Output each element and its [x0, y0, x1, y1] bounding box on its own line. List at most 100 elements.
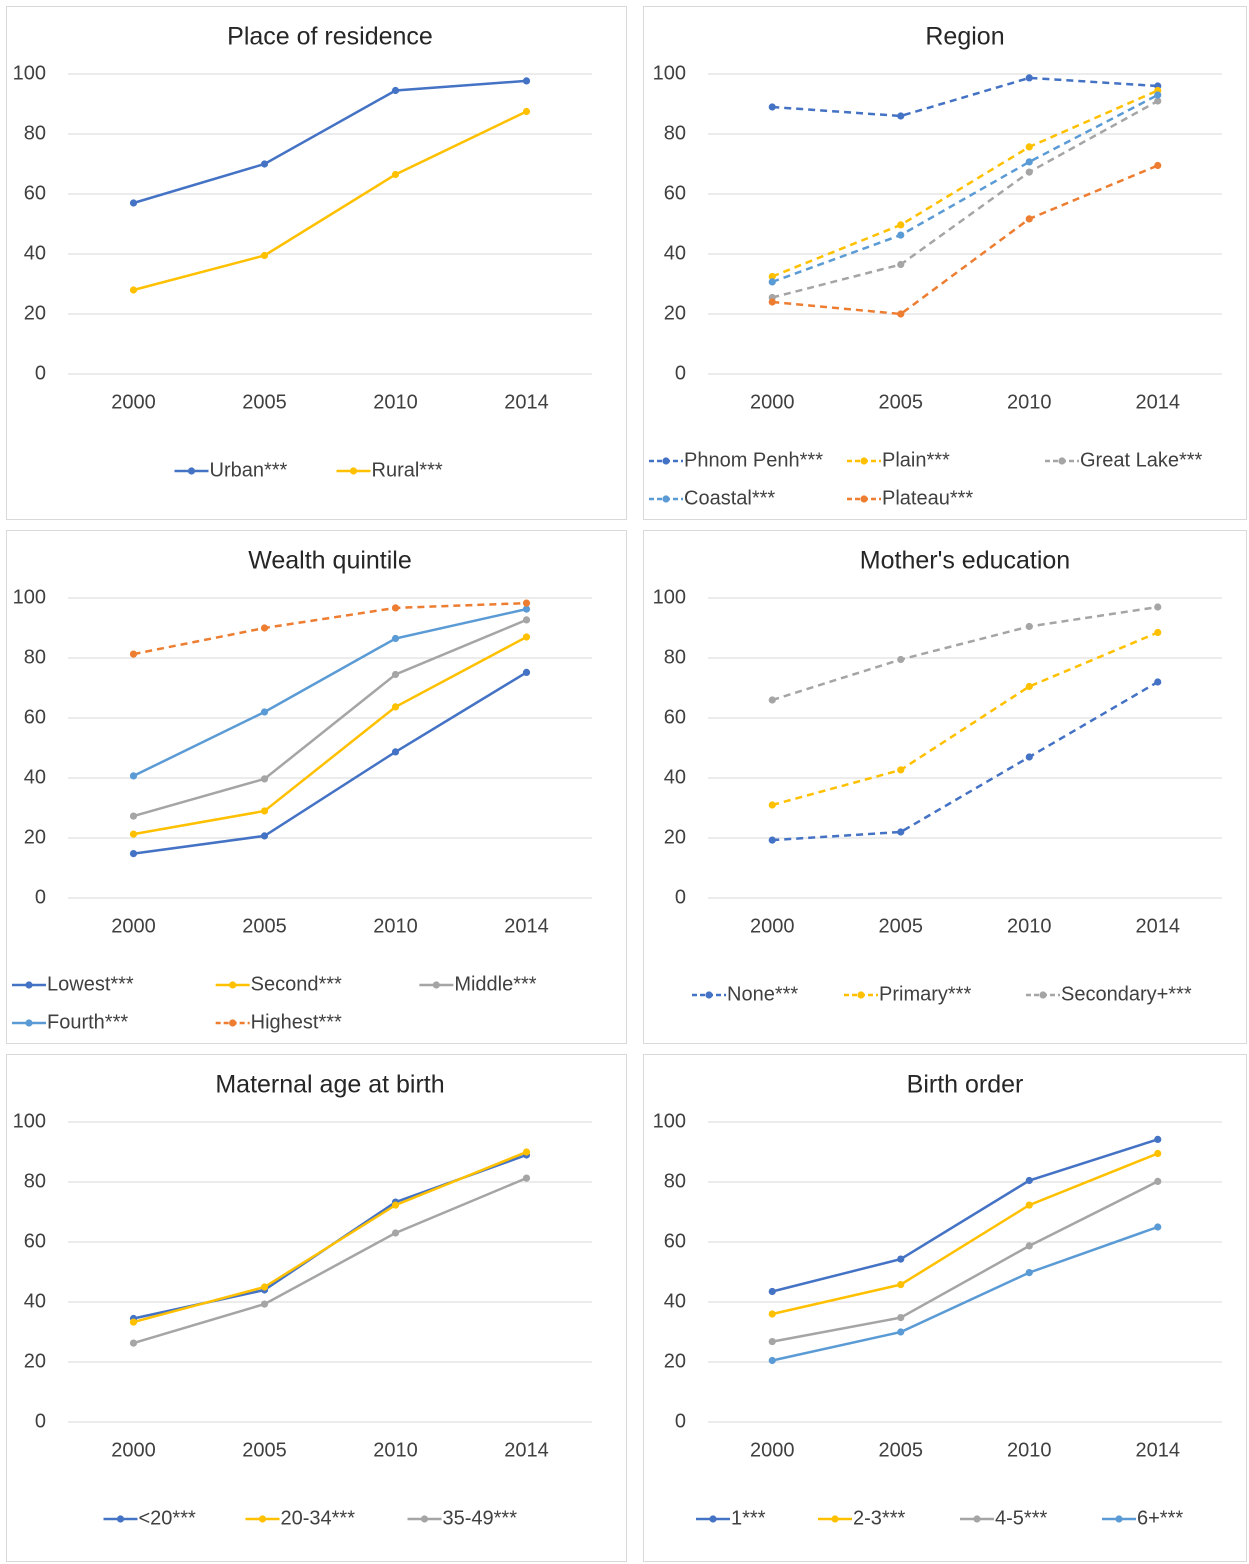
point: [768, 278, 776, 286]
point: [129, 650, 138, 658]
x-tick-label: 2010: [1007, 1439, 1052, 1461]
point: [522, 77, 531, 85]
point: [897, 1255, 905, 1263]
legend-label: Middle***: [454, 973, 536, 995]
point: [1154, 628, 1162, 637]
legend-marker: [1039, 991, 1047, 999]
series-line: [133, 601, 527, 656]
legend-marker: [349, 467, 358, 475]
y-tick-label: 40: [664, 1290, 686, 1312]
panel: [643, 1054, 1247, 1562]
x-tick-label: 2014: [1136, 1439, 1181, 1461]
series-line: [133, 110, 528, 292]
point: [391, 170, 400, 179]
y-tick-label: 40: [24, 766, 46, 788]
y-tick-label: 20: [24, 302, 46, 324]
chart-title: Place of residence: [227, 23, 433, 51]
point: [1025, 1201, 1033, 1209]
point: [260, 1300, 269, 1308]
point: [129, 772, 138, 780]
legend-label: Second***: [251, 973, 342, 995]
x-tick-label: 2010: [373, 915, 418, 937]
legend-marker: [1115, 1515, 1123, 1523]
y-tick-label: 40: [664, 242, 686, 264]
x-tick-label: 2014: [1136, 391, 1181, 413]
point: [1154, 678, 1162, 686]
legend-label: Rural***: [372, 459, 443, 481]
y-tick-label: 20: [664, 302, 686, 324]
point: [391, 1229, 400, 1237]
x-tick-label: 2005: [879, 391, 924, 413]
legend-label: <20***: [139, 1507, 196, 1529]
legend-label: 35-49***: [443, 1507, 518, 1529]
point: [391, 1201, 400, 1209]
series-line: [133, 1150, 527, 1324]
point: [1154, 1177, 1162, 1185]
x-tick-label: 2000: [111, 915, 156, 937]
point: [1154, 603, 1162, 611]
point: [260, 775, 269, 783]
legend-marker: [662, 495, 670, 503]
x-tick-label: 2010: [1007, 391, 1052, 413]
series-line: [771, 1152, 1159, 1316]
legend-label: Fourth***: [47, 1011, 128, 1033]
point: [1154, 97, 1162, 105]
point: [897, 655, 905, 664]
legend-label: Primary***: [879, 983, 971, 1005]
legend-marker: [973, 1515, 981, 1523]
legend-label: Secondary+***: [1061, 983, 1192, 1005]
y-tick-label: 80: [24, 1170, 46, 1192]
point: [768, 1338, 776, 1346]
point: [522, 1148, 531, 1156]
legend-marker: [662, 457, 670, 465]
point: [129, 812, 138, 820]
point: [1025, 1176, 1033, 1185]
point: [768, 1287, 776, 1296]
chart-title: Wealth quintile: [248, 547, 412, 575]
legend-marker: [25, 981, 33, 989]
x-tick-label: 2005: [879, 915, 924, 937]
legend-marker: [1058, 457, 1066, 465]
x-tick-label: 2010: [373, 391, 418, 413]
point: [897, 310, 905, 318]
point: [129, 286, 138, 294]
point: [1025, 143, 1033, 151]
legend-marker: [229, 1019, 237, 1027]
series-line: [133, 1176, 527, 1345]
legend-marker: [116, 1515, 125, 1523]
y-tick-label: 100: [653, 586, 686, 608]
x-tick-label: 2010: [373, 1439, 418, 1461]
point: [1025, 168, 1033, 176]
point: [1154, 91, 1162, 99]
legend-label: Urban***: [210, 459, 288, 481]
point: [1025, 215, 1033, 223]
panel: [6, 530, 627, 1044]
point: [522, 107, 531, 116]
x-tick-label: 2000: [750, 391, 795, 413]
x-tick-label: 2014: [504, 1439, 549, 1461]
point: [260, 251, 269, 260]
y-tick-label: 60: [664, 182, 686, 204]
point: [129, 1318, 138, 1326]
legend-marker: [831, 1515, 839, 1523]
series-line: [772, 76, 1158, 118]
y-tick-label: 0: [35, 886, 46, 908]
point: [768, 272, 776, 281]
legend-marker: [187, 467, 196, 475]
point: [897, 1328, 905, 1336]
series-line: [772, 1180, 1159, 1343]
y-tick-label: 60: [24, 706, 46, 728]
legend-marker: [860, 495, 868, 503]
point: [522, 605, 531, 613]
point: [897, 828, 905, 836]
point: [768, 298, 776, 306]
y-tick-label: 100: [13, 62, 46, 84]
y-tick-label: 60: [664, 706, 686, 728]
y-tick-label: 20: [24, 1350, 46, 1372]
legend-label: Plateau***: [882, 487, 973, 509]
point: [522, 668, 531, 677]
legend-label: Lowest***: [47, 973, 134, 995]
x-tick-label: 2014: [504, 391, 549, 413]
point: [522, 616, 531, 624]
